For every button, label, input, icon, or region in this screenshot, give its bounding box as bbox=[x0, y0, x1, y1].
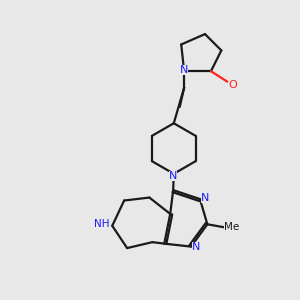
Text: N: N bbox=[201, 193, 209, 202]
Text: N: N bbox=[192, 242, 201, 253]
Text: N: N bbox=[180, 65, 188, 75]
Text: NH: NH bbox=[94, 219, 110, 229]
Text: Me: Me bbox=[224, 222, 239, 233]
Text: O: O bbox=[229, 80, 238, 90]
Text: N: N bbox=[169, 171, 177, 181]
